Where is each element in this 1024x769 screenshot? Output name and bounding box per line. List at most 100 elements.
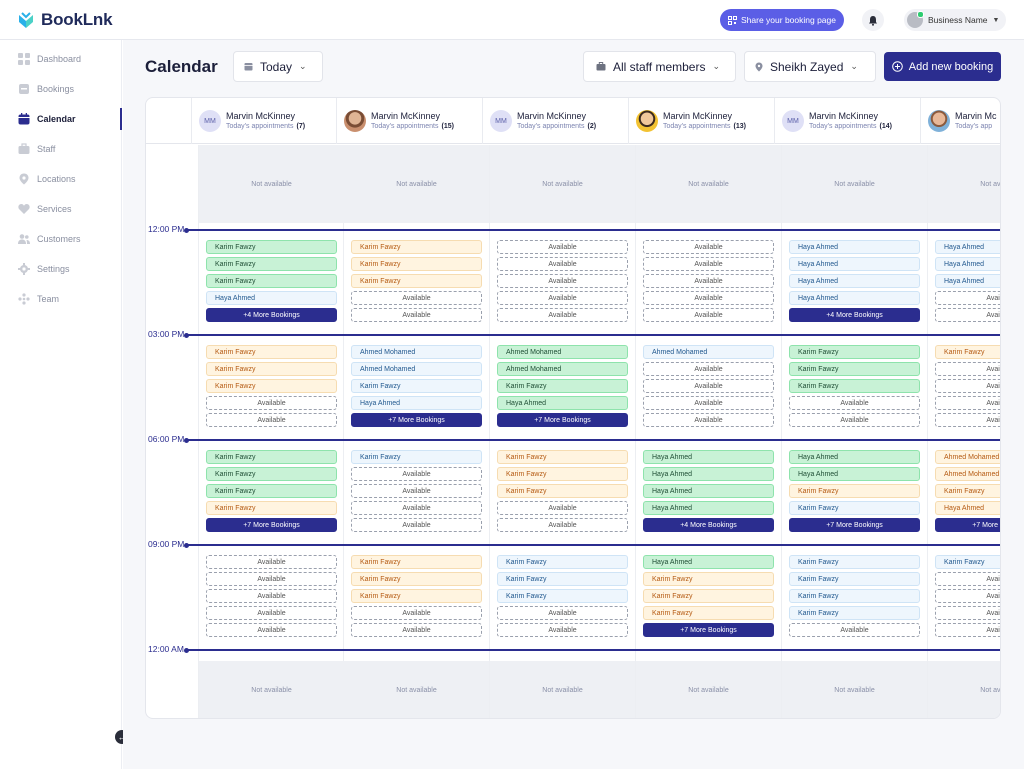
booking-slot[interactable]: Karim Fawzy <box>789 572 920 586</box>
booking-slot[interactable]: Haya Ahmed <box>643 501 774 515</box>
booking-slot[interactable]: Karim Fawzy <box>789 484 920 498</box>
available-slot[interactable]: Available <box>935 308 1000 322</box>
booking-slot[interactable]: Karim Fawzy <box>935 484 1000 498</box>
booking-slot[interactable]: Karim Fawzy <box>351 589 482 603</box>
booking-slot[interactable]: Haya Ahmed <box>789 257 920 271</box>
booking-slot[interactable]: Karim Fawzy <box>206 484 337 498</box>
booking-slot[interactable]: Ahmed Mohamed <box>351 345 482 359</box>
staff-filter-dropdown[interactable]: All staff members ⌄ <box>583 51 736 82</box>
booking-slot[interactable]: Karim Fawzy <box>351 572 482 586</box>
available-slot[interactable]: Available <box>351 501 482 515</box>
booking-slot[interactable]: Karim Fawzy <box>497 572 628 586</box>
booking-slot[interactable]: Karim Fawzy <box>206 240 337 254</box>
booking-slot[interactable]: Karim Fawzy <box>789 555 920 569</box>
available-slot[interactable]: Available <box>497 240 628 254</box>
more-bookings-button[interactable]: +7 More Bookings <box>789 518 920 532</box>
more-bookings-button[interactable]: +4 More Bookings <box>789 308 920 322</box>
staff-column-header[interactable]: Marvin McKinney Today's appointments (15) <box>336 98 482 144</box>
booking-slot[interactable]: Karim Fawzy <box>497 589 628 603</box>
available-slot[interactable]: Available <box>643 274 774 288</box>
booking-slot[interactable]: Haya Ahmed <box>206 291 337 305</box>
booking-slot[interactable]: Karim Fawzy <box>206 501 337 515</box>
available-slot[interactable]: Available <box>935 623 1000 637</box>
booking-slot[interactable]: Haya Ahmed <box>643 450 774 464</box>
available-slot[interactable]: Available <box>643 379 774 393</box>
sidebar-item-customers[interactable]: Customers <box>0 229 122 249</box>
more-bookings-button[interactable]: +7 More Bookings <box>351 413 482 427</box>
available-slot[interactable]: Available <box>643 257 774 271</box>
booking-slot[interactable]: Karim Fawzy <box>789 606 920 620</box>
booking-slot[interactable]: Karim Fawzy <box>351 555 482 569</box>
available-slot[interactable]: Available <box>351 308 482 322</box>
available-slot[interactable]: Available <box>497 257 628 271</box>
more-bookings-button[interactable]: +7 More Bookings <box>206 518 337 532</box>
booking-slot[interactable]: Karim Fawzy <box>643 589 774 603</box>
share-booking-page-button[interactable]: Share your booking page <box>720 9 844 31</box>
available-slot[interactable]: Available <box>351 518 482 532</box>
available-slot[interactable]: Available <box>206 589 337 603</box>
available-slot[interactable]: Available <box>497 308 628 322</box>
staff-column-header[interactable]: MM Marvin McKinney Today's appointments (14… <box>774 98 920 144</box>
sidebar-item-settings[interactable]: Settings <box>0 259 122 279</box>
more-bookings-button[interactable]: +4 More Bookings <box>206 308 337 322</box>
available-slot[interactable]: Available <box>643 413 774 427</box>
booking-slot[interactable]: Karim Fawzy <box>206 257 337 271</box>
available-slot[interactable]: Available <box>497 623 628 637</box>
booking-slot[interactable]: Haya Ahmed <box>789 274 920 288</box>
booking-slot[interactable]: Karim Fawzy <box>351 274 482 288</box>
booking-slot[interactable]: Karim Fawzy <box>789 379 920 393</box>
more-bookings-button[interactable]: +7 More Bookings <box>643 623 774 637</box>
booking-slot[interactable]: Karim Fawzy <box>789 501 920 515</box>
booking-slot[interactable]: Haya Ahmed <box>935 274 1000 288</box>
available-slot[interactable]: Available <box>206 623 337 637</box>
location-filter-dropdown[interactable]: Sheikh Zayed ⌄ <box>744 51 876 82</box>
booking-slot[interactable]: Haya Ahmed <box>935 257 1000 271</box>
sidebar-item-staff[interactable]: Staff <box>0 139 122 159</box>
staff-column-header[interactable]: MM Marvin McKinney Today's appointments (2) <box>482 98 628 144</box>
staff-column-header[interactable]: Marvin McKinney Today's appointments (13) <box>628 98 774 144</box>
booking-slot[interactable]: Karim Fawzy <box>497 467 628 481</box>
sidebar-item-services[interactable]: Services <box>0 199 122 219</box>
booking-slot[interactable]: Karim Fawzy <box>497 450 628 464</box>
available-slot[interactable]: Available <box>206 572 337 586</box>
available-slot[interactable]: Available <box>643 362 774 376</box>
available-slot[interactable]: Available <box>206 413 337 427</box>
staff-column-header[interactable]: MM Marvin McKinney Today's appointments (7) <box>191 98 337 144</box>
available-slot[interactable]: Available <box>643 308 774 322</box>
booking-slot[interactable]: Karim Fawzy <box>497 555 628 569</box>
available-slot[interactable]: Available <box>789 413 920 427</box>
booking-slot[interactable]: Karim Fawzy <box>643 572 774 586</box>
booking-slot[interactable]: Karim Fawzy <box>789 345 920 359</box>
sidebar-item-bookings[interactable]: Bookings <box>0 79 122 99</box>
booking-slot[interactable]: Karim Fawzy <box>497 379 628 393</box>
booking-slot[interactable]: Karim Fawzy <box>935 555 1000 569</box>
booking-slot[interactable]: Ahmed Mohamed <box>643 345 774 359</box>
booking-slot[interactable]: Karim Fawzy <box>643 606 774 620</box>
booking-slot[interactable]: Haya Ahmed <box>643 555 774 569</box>
add-new-booking-button[interactable]: Add new booking <box>884 52 1001 81</box>
booking-slot[interactable]: Karim Fawzy <box>351 240 482 254</box>
logo[interactable]: BookLnk <box>17 10 113 30</box>
available-slot[interactable]: Available <box>935 362 1000 376</box>
available-slot[interactable]: Available <box>935 291 1000 305</box>
available-slot[interactable]: Available <box>935 379 1000 393</box>
business-menu[interactable]: Business Name ▼ <box>904 9 1006 31</box>
booking-slot[interactable]: Haya Ahmed <box>789 291 920 305</box>
available-slot[interactable]: Available <box>935 589 1000 603</box>
available-slot[interactable]: Available <box>351 467 482 481</box>
available-slot[interactable]: Available <box>206 555 337 569</box>
available-slot[interactable]: Available <box>351 623 482 637</box>
sidebar-item-team[interactable]: Team <box>0 289 122 309</box>
available-slot[interactable]: Available <box>935 413 1000 427</box>
available-slot[interactable]: Available <box>351 484 482 498</box>
sidebar-item-dashboard[interactable]: Dashboard <box>0 49 122 69</box>
available-slot[interactable]: Available <box>497 274 628 288</box>
booking-slot[interactable]: Karim Fawzy <box>351 450 482 464</box>
booking-slot[interactable]: Haya Ahmed <box>789 450 920 464</box>
booking-slot[interactable]: Ahmed Mohamed <box>935 467 1000 481</box>
staff-column-header[interactable]: Marvin Mc Today's app <box>920 98 1000 144</box>
booking-slot[interactable]: Karim Fawzy <box>351 257 482 271</box>
booking-slot[interactable]: Karim Fawzy <box>206 345 337 359</box>
available-slot[interactable]: Available <box>351 606 482 620</box>
booking-slot[interactable]: Karim Fawzy <box>935 345 1000 359</box>
